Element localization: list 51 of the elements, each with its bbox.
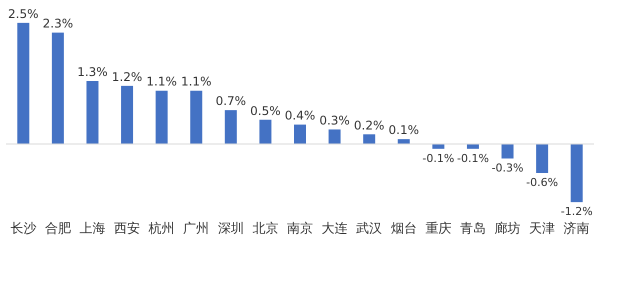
data-label: 1.1%	[146, 74, 177, 89]
x-tick-label: 合肥	[44, 222, 71, 236]
x-tick-label: 杭州	[148, 222, 175, 236]
data-label: -1.2%	[560, 205, 593, 218]
x-tick-label: 武汉	[356, 222, 382, 236]
bar	[432, 144, 444, 149]
x-tick-label: 西安	[114, 220, 140, 236]
data-label: -0.6%	[526, 176, 558, 190]
data-label: 0.3%	[319, 113, 350, 128]
data-label: -0.1%	[422, 152, 454, 165]
bar	[363, 134, 376, 144]
bar	[502, 144, 514, 158]
bar	[466, 144, 479, 149]
x-tick-label: 天津	[529, 222, 556, 236]
data-label: 2.3%	[42, 16, 74, 31]
data-label: 0.4%	[284, 108, 316, 123]
x-tick-label: 青岛	[460, 222, 486, 236]
bar	[328, 129, 341, 144]
bar	[190, 90, 202, 144]
data-label: 1.2%	[112, 70, 142, 84]
x-tick-label: 北京	[252, 222, 278, 236]
x-tick-label: 烟台	[390, 222, 417, 236]
bar	[156, 90, 168, 144]
data-label: 0.5%	[250, 104, 281, 118]
data-label: -0.3%	[492, 162, 524, 174]
x-tick-label: 廊坊	[494, 220, 521, 236]
data-label: 0.2%	[354, 118, 384, 132]
bar	[52, 32, 64, 144]
data-label: 1.1%	[180, 74, 212, 89]
bar	[294, 124, 306, 144]
x-tick-label: 济南	[564, 222, 590, 236]
x-tick-label: 大连	[322, 222, 348, 236]
bar	[570, 144, 583, 202]
bar	[398, 139, 410, 144]
x-tick-label: 南京	[287, 222, 313, 236]
bar	[86, 81, 98, 144]
x-tick-label: 重庆	[425, 222, 452, 236]
x-tick-label: 深圳	[218, 222, 244, 236]
bar	[17, 22, 30, 144]
data-label: -0.1%	[456, 152, 489, 165]
data-label: 2.5%	[8, 6, 39, 21]
bar	[259, 120, 272, 144]
bar	[121, 86, 134, 144]
data-label: 1.3%	[77, 65, 108, 80]
data-label: 0.1%	[388, 123, 420, 138]
x-tick-label: 广州	[183, 222, 210, 236]
x-tick-label: 上海	[79, 222, 106, 236]
data-label: 0.7%	[216, 94, 246, 108]
x-tick-label: 长沙	[10, 222, 36, 236]
bar	[224, 110, 237, 144]
bar	[536, 144, 548, 174]
